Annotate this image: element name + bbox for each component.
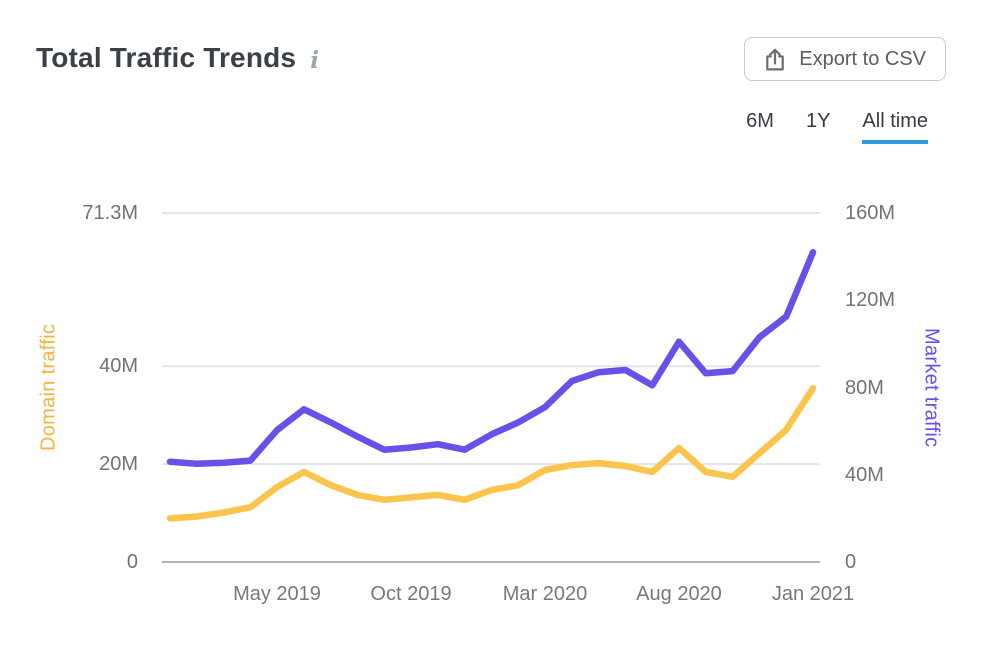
right-axis-tick: 40M bbox=[845, 464, 884, 486]
domain-traffic-line bbox=[166, 384, 817, 522]
header: Total Traffic Trends i bbox=[36, 42, 319, 74]
left-axis-ticks: 0 20M 40M 71.3M bbox=[0, 202, 138, 573]
x-axis-label: Jan 2021 bbox=[771, 583, 855, 605]
right-axis-tick: 120M bbox=[845, 289, 896, 311]
right-axis-ticks: 0 40M 80M 120M 160M bbox=[845, 202, 975, 573]
right-axis-tick: 160M bbox=[845, 202, 896, 224]
page-title: Total Traffic Trends bbox=[36, 42, 297, 73]
left-axis-tick: 40M bbox=[99, 355, 138, 377]
right-axis-tick: 0 bbox=[845, 551, 857, 573]
time-range-tabs: 6M 1Y All time bbox=[746, 110, 928, 144]
left-axis-tick: 20M bbox=[99, 453, 138, 475]
tab-all-time[interactable]: All time bbox=[862, 110, 928, 144]
left-axis-tick: 0 bbox=[126, 551, 138, 573]
right-axis-tick: 80M bbox=[845, 377, 884, 399]
export-csv-button[interactable]: Export to CSV bbox=[744, 37, 946, 81]
right-axis-title: Market traffic bbox=[920, 327, 943, 448]
left-axis-tick: 71.3M bbox=[82, 202, 138, 224]
x-axis-label: Mar 2020 bbox=[502, 583, 588, 605]
upload-icon bbox=[764, 47, 786, 72]
market-traffic-line bbox=[166, 249, 817, 468]
x-axis-label: Aug 2020 bbox=[636, 583, 722, 605]
x-axis-label: May 2019 bbox=[233, 583, 321, 605]
x-axis-label: Oct 2019 bbox=[370, 583, 452, 605]
info-icon[interactable]: i bbox=[310, 46, 319, 74]
export-csv-label: Export to CSV bbox=[799, 47, 926, 70]
tab-6m[interactable]: 6M bbox=[746, 110, 774, 132]
tab-1y[interactable]: 1Y bbox=[805, 110, 831, 132]
x-axis-labels: May 2019 Oct 2019 Mar 2020 Aug 2020 Jan 2021 bbox=[160, 583, 854, 611]
traffic-chart[interactable] bbox=[160, 212, 820, 563]
